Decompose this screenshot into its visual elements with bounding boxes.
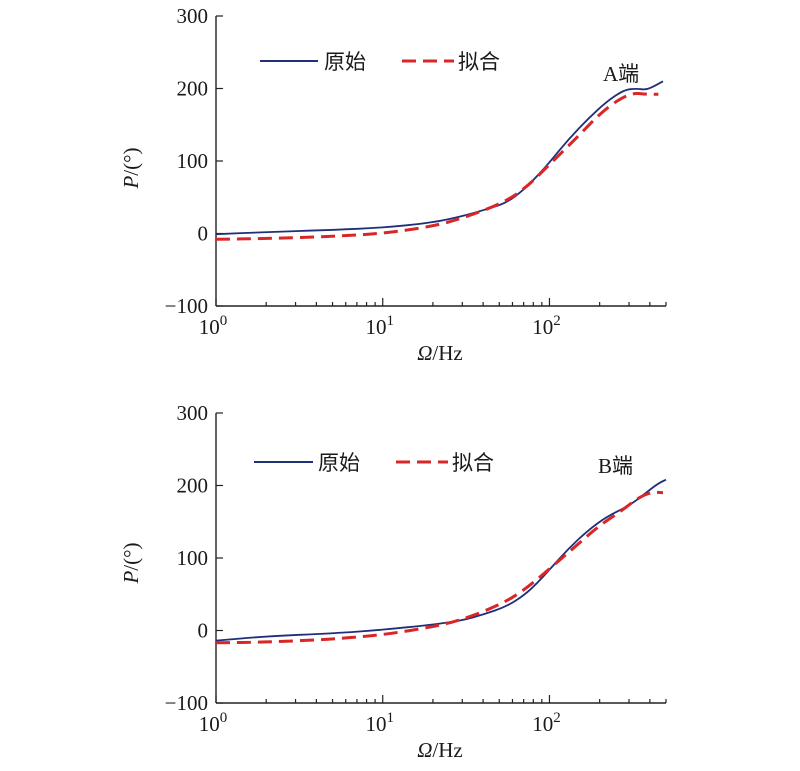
legend-label-fit-a: 拟合 — [458, 50, 500, 74]
series-group-a — [215, 80, 664, 241]
panel-annotation-a: A端 — [603, 62, 639, 86]
y-axis-title-a-symbol: P — [119, 176, 143, 190]
series-line-fit — [215, 490, 664, 645]
x-axis-title-a-unit: /Hz — [432, 341, 462, 365]
legend-label-original-b: 原始 — [318, 451, 360, 475]
y-axis-title-b-symbol: P — [119, 571, 143, 585]
y-tick-label: 300 — [177, 401, 209, 425]
x-tick-label: 100 — [199, 710, 228, 736]
x-ticks-a: 100 101 102 — [199, 298, 667, 339]
x-tick-label: 102 — [532, 313, 561, 339]
x-tick-label: 101 — [365, 710, 394, 736]
y-tick-label: 0 — [198, 222, 209, 246]
y-axis-title-a: P/(°) — [119, 147, 143, 189]
series-line-original — [215, 80, 664, 236]
y-tick-label: 200 — [177, 77, 209, 101]
y-ticks-b: −100 0 100 200 300 — [165, 401, 223, 715]
x-axis-title-a: Ω/Hz — [417, 341, 463, 365]
y-tick-label: 0 — [198, 619, 209, 643]
legend-label-original-a: 原始 — [324, 50, 366, 74]
series-line-original — [215, 478, 667, 642]
y-tick-label: 300 — [177, 4, 209, 28]
x-tick-label: 101 — [365, 313, 394, 339]
y-axis-title-a-unit: /(°) — [119, 147, 143, 175]
x-ticks-b: 100 101 102 — [199, 695, 667, 736]
x-axis-title-b-unit: /Hz — [432, 738, 462, 762]
legend-label-fit-b: 拟合 — [452, 451, 494, 475]
y-tick-label: 200 — [177, 474, 209, 498]
legend-b: 原始 拟合 — [254, 451, 494, 475]
y-tick-label: 100 — [177, 546, 209, 570]
x-axis-title-a-symbol: Ω — [417, 341, 432, 365]
y-tick-label: −100 — [165, 691, 208, 715]
x-axis-title-b-symbol: Ω — [417, 738, 432, 762]
x-tick-label: 102 — [532, 710, 561, 736]
x-tick-label: 100 — [199, 313, 228, 339]
y-tick-label: −100 — [165, 294, 208, 318]
x-axis-title-b: Ω/Hz — [417, 738, 463, 762]
y-axis-title-b: P/(°) — [119, 542, 143, 584]
y-axis-title-b-unit: /(°) — [119, 542, 143, 570]
y-tick-label: 100 — [177, 149, 209, 173]
series-group-b — [215, 478, 667, 645]
legend-a: 原始 拟合 — [260, 50, 500, 74]
panel-annotation-b: B端 — [598, 454, 633, 478]
series-line-fit — [215, 91, 659, 241]
y-ticks-a: −100 0 100 200 300 — [165, 4, 223, 318]
